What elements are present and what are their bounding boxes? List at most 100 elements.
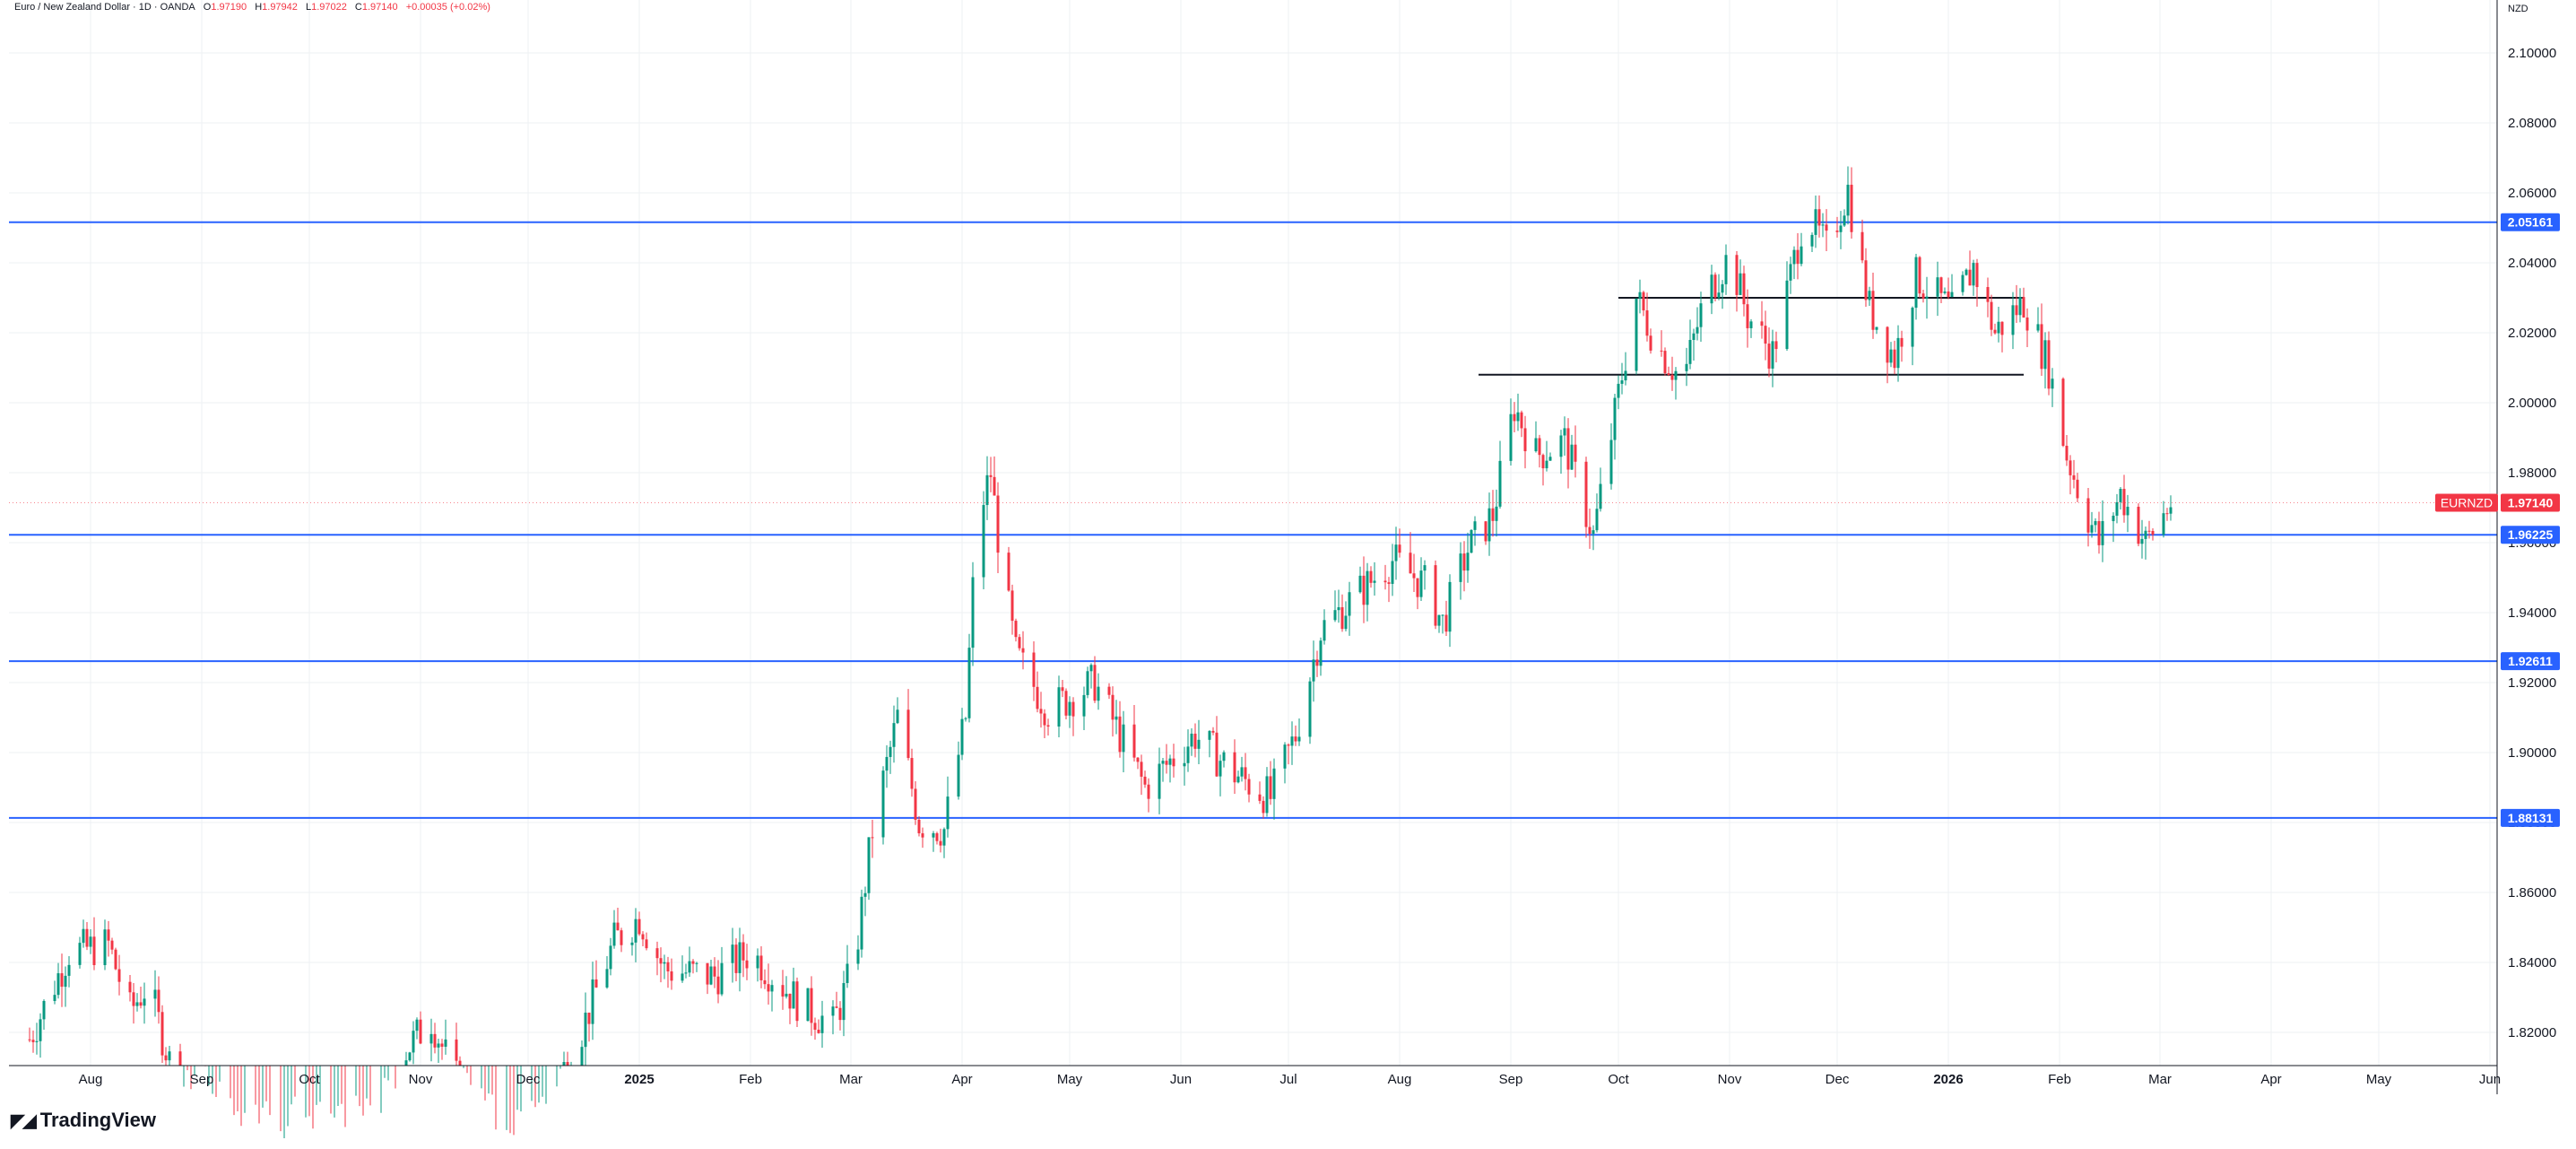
candle [982,491,985,589]
candle-body [1760,321,1764,326]
candle-body [415,1019,419,1031]
candle [1147,778,1150,813]
candle [1097,673,1100,710]
candle [1997,307,2000,343]
candle [1950,274,1954,298]
candle [846,944,849,988]
candle-body [781,985,785,997]
candle [1968,250,1972,286]
symbol-title[interactable]: Euro / New Zealand Dollar · 1D · OANDA [14,2,195,13]
candle [2018,288,2022,323]
candle-body [1789,264,1792,281]
candle-body [939,840,942,846]
candle [1864,248,1868,307]
candle [562,1051,566,1066]
candle-body [1997,321,2000,334]
candle-body [641,934,645,940]
candle-body [1459,553,1462,582]
x-tick-label: Dec [1826,1072,1850,1087]
price-tags: 2.05161 1.96225 1.92611 1.88131 EURNZD 1.9714… [9,213,2560,827]
candle [1444,600,1448,637]
candle [835,991,838,1009]
candle [1018,634,1021,651]
candle-body [745,960,749,969]
candle [2011,292,2015,350]
candle-body [82,928,85,944]
open-label: O [203,2,212,13]
candle [2051,368,2054,407]
candle [128,975,132,1002]
candle [1936,261,1939,317]
x-tick-label: 2026 [1933,1072,1963,1087]
candle-body [838,1007,842,1021]
candle-body [1767,344,1771,369]
candle-body [921,833,924,838]
candle-body [1244,767,1247,779]
candle [1158,747,1161,814]
candle [1660,330,1663,357]
candle-body [31,1040,35,1042]
candle [906,689,910,761]
high-value: 1.97942 [262,2,298,13]
candle-body [1943,291,1947,293]
candle [1843,209,1846,228]
candle [78,936,82,969]
candle-body [1545,460,1548,469]
candle [831,1000,835,1035]
candle-body [1269,776,1272,799]
candle [1193,723,1197,758]
candle [795,977,799,1028]
candle-body [404,1060,408,1066]
candle-body [634,918,637,943]
candle-body [580,1047,584,1066]
candle [2094,518,2097,533]
candle-body [1190,733,1193,747]
candle [587,1012,591,1042]
candle-body [1007,553,1010,591]
candle [1548,452,1552,461]
candle [1165,744,1168,774]
candle [738,927,742,992]
candle-body [1785,280,1789,350]
candle-body [1315,659,1319,666]
candle [1839,211,1843,249]
candle [1265,767,1269,817]
candle-body [1821,224,1825,226]
candle [132,983,135,1024]
candle-body [1136,757,1140,762]
candle-body [1710,274,1713,304]
candle-body [1143,776,1147,785]
candle [684,963,688,979]
candle-body [2015,305,2018,316]
candle [985,456,989,520]
candle [56,962,60,999]
candle-body [1592,530,1595,535]
candle [1538,434,1541,468]
candle [609,937,612,976]
candle [1466,532,1470,583]
x-tick-label: Aug [1388,1072,1412,1087]
candle-body [1635,298,1638,371]
candle-body [1961,274,1965,292]
high-label: H [255,2,263,13]
candle-body [1434,565,1437,626]
candle-body [1082,694,1086,717]
candle-body [734,944,738,973]
candle [1599,467,1602,512]
symbol-tag [2435,493,2498,512]
candle-body [1086,671,1089,695]
low-value: 1.97022 [311,2,347,13]
candle-body [1441,614,1444,616]
candle-body [609,945,612,970]
candle [892,705,896,763]
candle-body [2040,324,2043,370]
candle [2025,308,2029,347]
candle [759,945,763,988]
candle [810,976,813,1036]
tradingview-logo[interactable]: ◤◢ TradingView [11,1109,156,1132]
candle-body [437,1043,440,1048]
candle-body [1990,301,1993,330]
candle [1635,298,1638,375]
candle [1118,701,1122,758]
